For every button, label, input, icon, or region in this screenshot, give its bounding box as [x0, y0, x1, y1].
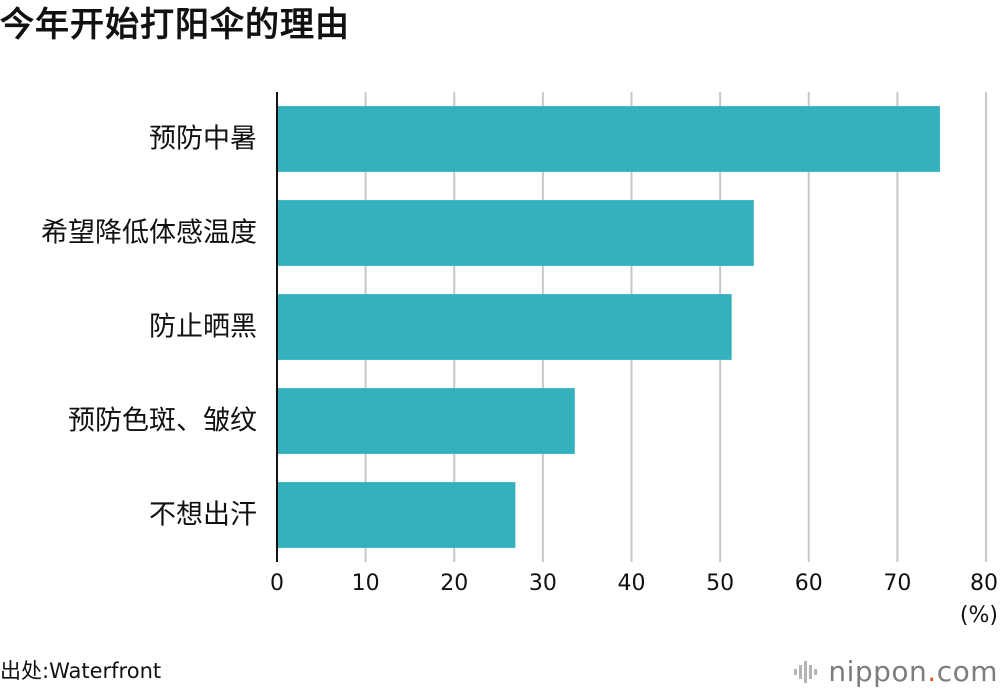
source-note: 出处:Waterfront [0, 659, 162, 683]
bar-2 [277, 294, 732, 360]
category-label-1: 希望降低体感温度 [41, 218, 257, 249]
bar-3 [277, 388, 575, 454]
chart-title: 今年开始打阳伞的理由 [0, 5, 350, 45]
x-tick-label-20: 20 [440, 571, 468, 596]
category-label-3: 预防色斑、皱纹 [68, 406, 257, 437]
x-tick-label-80: 80 [970, 571, 998, 596]
bar-1 [277, 200, 754, 266]
bars [277, 106, 940, 548]
category-label-2: 防止晒黑 [149, 312, 257, 343]
x-tick-label-0: 0 [270, 571, 284, 596]
category-label-0: 预防中暑 [149, 124, 257, 155]
x-tick-label-70: 70 [883, 571, 911, 596]
x-tick-label-40: 40 [618, 571, 646, 596]
category-label-4: 不想出汗 [149, 500, 257, 531]
x-tick-label-30: 30 [529, 571, 557, 596]
x-unit-label: (%) [960, 603, 998, 628]
x-tick-label-10: 10 [352, 571, 380, 596]
brand-name: nippon [828, 654, 928, 688]
bar-4 [277, 482, 516, 548]
brand-wordmark: nippon.com [828, 655, 998, 688]
x-tick-labels: 0 10 20 30 40 50 60 70 80 [270, 571, 998, 596]
x-tick-label-60: 60 [795, 571, 823, 596]
brand-dot: . [927, 654, 937, 688]
nippon-bars-icon [794, 661, 818, 683]
x-tick-label-50: 50 [706, 571, 734, 596]
brand-domain: com [936, 654, 998, 688]
bar-0 [277, 106, 940, 172]
brand-logo: nippon.com [792, 653, 998, 689]
